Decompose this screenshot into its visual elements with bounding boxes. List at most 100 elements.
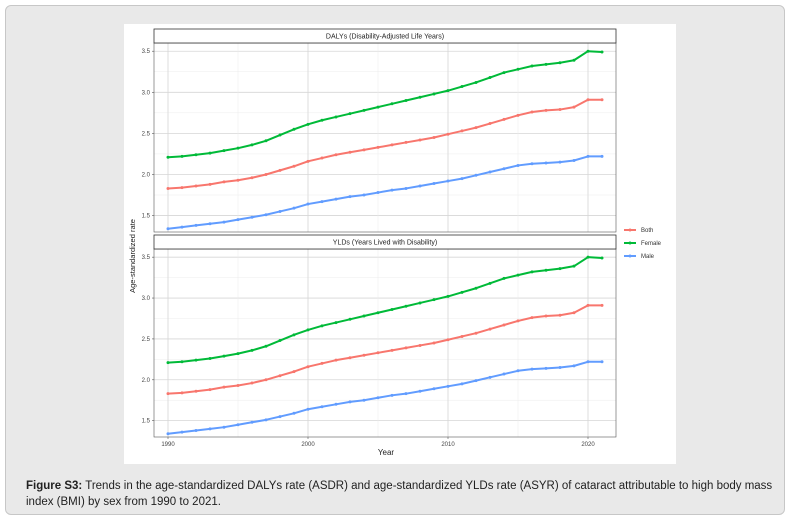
data-point-both [446,338,450,342]
data-point-both [544,108,548,112]
data-point-both [586,98,590,102]
data-point-female [236,146,240,150]
data-point-both [586,303,590,307]
data-point-female [530,270,534,274]
data-point-female [544,62,548,66]
data-point-female [558,267,562,271]
data-point-female [278,339,282,343]
data-point-both [432,136,436,139]
data-point-both [404,140,408,144]
y-tick-label: 3.5 [142,255,151,261]
data-point-both [488,122,492,126]
data-point-male [250,215,254,219]
data-point-both [390,143,394,147]
data-point-male [404,186,408,190]
data-point-both [306,365,310,369]
data-point-male [194,428,198,432]
data-point-both [544,314,548,318]
data-point-male [236,423,240,427]
data-point-both [418,343,422,347]
data-point-both [460,129,464,133]
data-point-male [432,182,436,186]
data-point-female [390,102,394,106]
panel-title: YLDs (Years Lived with Disability) [333,240,437,247]
chart-figure: Age-standardized rate Year 1.5 2.0 2.5 3.0 3… [124,24,676,464]
data-point-female [306,328,310,332]
data-point-female [558,61,562,65]
data-point-male [586,360,590,364]
data-point-female [208,357,212,361]
panel-strip [153,28,617,44]
x-axis-label: Year [378,448,395,457]
data-point-male [264,213,268,217]
y-tick-label: 2.0 [142,378,151,384]
data-point-female [446,89,450,93]
data-point-male [250,420,254,424]
data-point-both [236,384,240,388]
panel-1: 1.5 2.0 2.5 3.0 3.5 DALYs (Disability-Adjuste… [142,28,617,233]
data-point-female [264,344,268,348]
x-tick-label: 2020 [581,442,595,448]
data-point-both [222,180,226,184]
data-point-male [488,170,492,174]
data-point-both [362,353,366,357]
data-point-male [516,163,520,167]
data-point-female [418,95,422,99]
data-point-male [292,206,296,210]
data-point-both [278,374,282,378]
y-tick-label: 1.5 [142,419,151,425]
data-point-female [600,50,604,54]
data-point-male [558,366,562,370]
data-point-male [348,400,352,404]
data-point-both [292,370,296,374]
data-point-both [194,184,198,188]
data-point-female [446,294,450,298]
legend-marker-both [628,228,632,232]
data-point-female [516,67,520,71]
chart-svg: Age-standardized rate Year 1.5 2.0 2.5 3.0 3… [124,24,676,464]
data-point-female [376,105,380,109]
data-point-both [334,153,338,157]
data-point-female [348,317,352,321]
data-point-both [348,150,352,154]
data-point-female [362,108,366,112]
data-point-both [558,313,562,317]
data-point-female [502,276,506,280]
data-point-male [502,167,506,171]
data-point-female [278,133,282,137]
y-tick-label: 2.5 [142,131,151,137]
data-point-female [572,58,576,62]
data-point-male [362,398,366,402]
data-point-female [194,358,198,362]
data-point-male [474,379,478,383]
data-point-female [362,314,366,318]
legend-marker-male [628,254,632,258]
data-point-male [278,209,282,213]
data-point-both [180,391,184,395]
data-point-both [348,356,352,360]
data-point-male [334,402,338,406]
data-point-both [530,110,534,114]
data-point-male [306,202,310,206]
data-point-female [460,85,464,89]
data-point-both [418,138,422,142]
data-point-female [250,143,254,147]
data-point-male [194,223,198,227]
data-point-male [572,159,576,163]
data-point-both [446,132,450,136]
series-line-female [167,256,603,364]
data-point-male [544,161,548,165]
data-point-both [194,389,198,393]
data-point-female [432,298,436,302]
data-point-female [516,273,520,277]
data-point-female [334,321,338,325]
data-point-female [208,151,212,155]
panel-title: DALYs (Disability-Adjusted Life Years) [326,34,444,41]
y-axis-label: Age-standardized rate [128,219,137,293]
data-point-male [278,415,282,419]
data-point-male [488,375,492,379]
data-point-both [502,117,506,121]
data-point-female [306,122,310,126]
x-tick-label: 1990 [161,442,175,448]
data-point-both [474,126,478,130]
